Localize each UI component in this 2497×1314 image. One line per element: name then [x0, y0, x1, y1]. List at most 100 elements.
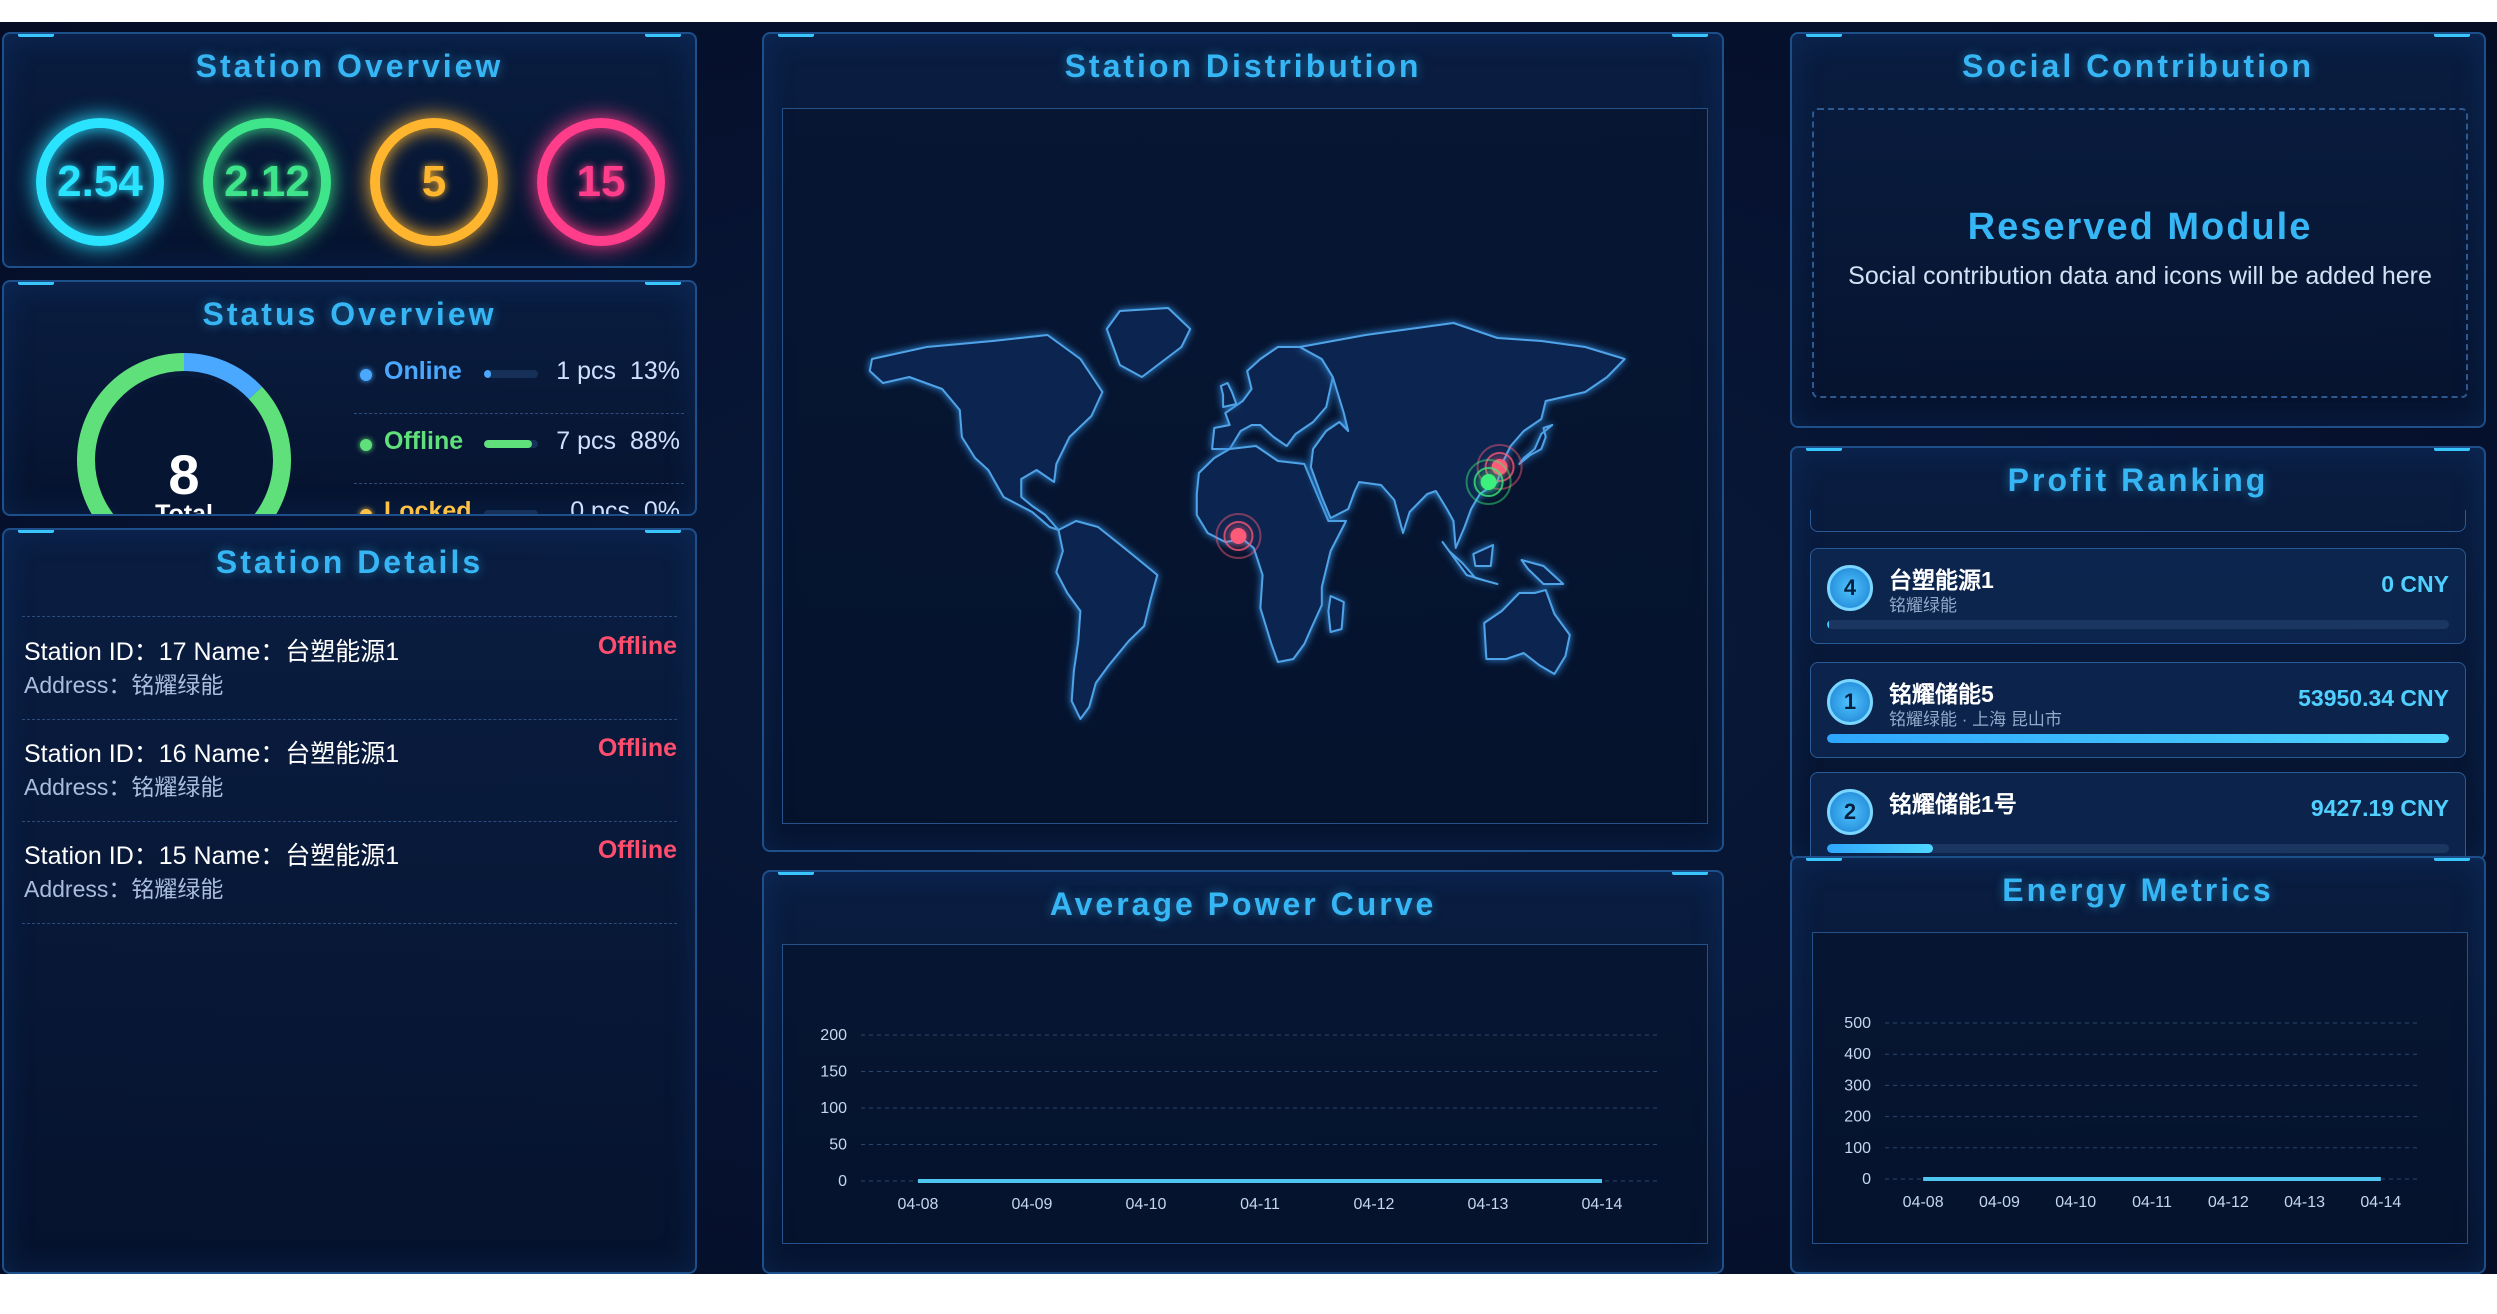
x-tick-label: 04-09: [1012, 1196, 1053, 1213]
station-marker-west-africa: [1230, 528, 1247, 544]
x-tick-label: 04-08: [898, 1196, 939, 1213]
status-overview-panel: Status Overview 8 Total Online 1 pcs 13% O…: [2, 280, 697, 516]
status-bar: [484, 440, 538, 448]
station-id-name: Station ID：16 Name：台塑能源1: [24, 740, 400, 768]
rank-profit-value: 9427.19 CNY: [2310, 795, 2449, 821]
station-id-name: Station ID：17 Name：台塑能源1: [24, 638, 400, 666]
profit-ranking-panel: Profit Ranking 4 台塑能源1 铭耀绿能 0 CNY 1 铭耀储能5 铭耀绿能…: [1790, 446, 2486, 860]
station-address: Address：铭耀绿能: [24, 876, 224, 902]
y-tick-label: 50: [829, 1137, 847, 1154]
panel-title: Station Overview: [195, 48, 504, 84]
y-tick-label: 100: [820, 1100, 847, 1117]
panel-title: Status Overview: [202, 296, 497, 332]
x-tick-label: 04-11: [1240, 1196, 1280, 1213]
status-total-label: Total: [155, 500, 213, 516]
x-tick-label: 04-12: [2208, 1194, 2249, 1211]
status-bar: [484, 510, 538, 514]
status-row-offline[interactable]: Offline 7 pcs 88%: [354, 424, 684, 484]
panel-title: Social Contribution: [1961, 48, 2315, 84]
rank-station-sub: 铭耀绿能: [1889, 596, 1957, 615]
ranking-card[interactable]: 4 台塑能源1 铭耀绿能 0 CNY: [1810, 548, 2466, 644]
energy-chart-frame: 500 400 300 200 100 0 04-08 04-09 04-10 04-11 04-1…: [1812, 932, 2468, 1244]
rank-station-name: 台塑能源1: [1889, 567, 1994, 593]
marker-ripple: [1484, 452, 1515, 482]
metric-ring-1: 2.12: [203, 118, 331, 246]
ranking-card[interactable]: 2 铭耀储能1号 9427.19 CNY: [1810, 772, 2466, 858]
station-status-badge: Offline: [597, 836, 677, 864]
station-address: Address：铭耀绿能: [24, 774, 224, 800]
panel-title: Average Power Curve: [1049, 886, 1437, 922]
energy-metrics-chart: 500 400 300 200 100 0 04-08 04-09 04-10 04-11 04-1…: [1844, 1015, 2419, 1211]
status-dot: [360, 439, 372, 451]
rank-progress-bar: [1827, 620, 2449, 629]
station-detail-row[interactable]: Station ID：17 Name：台塑能源1 Address：铭耀绿能 Offl…: [22, 618, 677, 720]
landmass: [1055, 520, 1159, 720]
power-chart-frame: 200 150 100 50 0 04-08 04-09 04-10 04-11 04-12 04-…: [782, 944, 1708, 1244]
y-tick-label: 150: [820, 1064, 847, 1081]
rank-station-name: 铭耀储能5: [1889, 681, 1994, 707]
status-value: 1 pcs 13%: [556, 357, 680, 385]
status-bar: [484, 370, 538, 378]
status-name: Offline: [384, 427, 464, 455]
station-status-badge: Offline: [597, 632, 677, 660]
rank-profit-value: 0 CNY: [2381, 571, 2449, 597]
y-tick-label: 500: [1844, 1015, 1871, 1032]
energy-metrics-panel: Energy Metrics 500 400 300 200 100 0 04-08 04-0…: [1790, 856, 2486, 1274]
status-donut: [77, 353, 291, 514]
reserved-module-box: Reserved Module Social contribution data…: [1812, 108, 2468, 398]
metric-ring-0: 2.54: [36, 118, 164, 246]
panel-title: Profit Ranking: [2007, 462, 2269, 498]
station-marker-east-china-south: [1480, 474, 1497, 490]
reserved-module-title: Reserved Module: [1967, 206, 2313, 248]
rank-profit-value: 53950.34 CNY: [2298, 685, 2449, 711]
y-tick-label: 200: [820, 1027, 847, 1044]
landmass: [1520, 559, 1565, 585]
y-tick-label: 200: [1844, 1109, 1871, 1126]
landmass: [1219, 382, 1238, 408]
station-overview-panel: Station Overview 2.54ChargeMWh2.12Discha…: [2, 32, 697, 268]
x-tick-label: 04-08: [1903, 1194, 1944, 1211]
x-tick-label: 04-13: [2284, 1194, 2325, 1211]
marker-ripple: [1223, 521, 1254, 551]
rank-badge: 4: [1827, 565, 1873, 611]
status-dot: [360, 369, 372, 381]
world-map[interactable]: [783, 109, 1709, 825]
marker-ripple: [1215, 513, 1262, 559]
y-tick-label: 0: [838, 1173, 847, 1190]
status-name: Locked: [384, 497, 472, 516]
y-tick-label: 0: [1862, 1171, 1871, 1188]
metric-ring-2: 5: [370, 118, 498, 246]
x-tick-label: 04-10: [2055, 1194, 2096, 1211]
average-power-curve-panel: Average Power Curve 200 150 100 50 0 04-08 04-…: [762, 870, 1724, 1274]
rank-station-sub: 铭耀绿能 · 上海 昆山市: [1889, 710, 2062, 729]
landmass: [1441, 541, 1499, 585]
rank-station-name: 铭耀储能1号: [1889, 791, 2017, 817]
x-tick-label: 04-14: [2360, 1194, 2401, 1211]
x-tick-label: 04-12: [1354, 1196, 1395, 1213]
station-status-badge: Offline: [597, 734, 677, 762]
social-contribution-panel: Social Contribution Reserved Module Soci…: [1790, 32, 2486, 428]
landmass: [1298, 322, 1626, 549]
panel-title: Energy Metrics: [2002, 872, 2274, 908]
station-address: Address：铭耀绿能: [24, 672, 224, 698]
station-id-name: Station ID：15 Name：台塑能源1: [24, 842, 400, 870]
panel-title: Station Details: [215, 544, 484, 580]
status-row-online[interactable]: Online 1 pcs 13%: [354, 354, 684, 414]
landmass: [1327, 595, 1345, 633]
station-detail-row[interactable]: Station ID：15 Name：台塑能源1 Address：铭耀绿能 Offl…: [22, 822, 677, 924]
x-tick-label: 04-11: [2132, 1194, 2172, 1211]
landmass: [1472, 544, 1494, 567]
rank-badge: 1: [1827, 679, 1873, 725]
x-tick-label: 04-13: [1468, 1196, 1509, 1213]
donut-segment-online: [77, 353, 291, 514]
ranking-card[interactable]: 1 铭耀储能5 铭耀绿能 · 上海 昆山市 53950.34 CNY: [1810, 662, 2466, 758]
status-row-locked[interactable]: Locked 0 pcs 0%: [354, 494, 684, 516]
station-details-panel: Station Details Station ID：17 Name：台塑能源1…: [2, 528, 697, 1274]
panel-title: Station Distribution: [1064, 48, 1422, 84]
station-detail-row[interactable]: Station ID：16 Name：台塑能源1 Address：铭耀绿能 Offl…: [22, 720, 677, 822]
y-tick-label: 300: [1844, 1077, 1871, 1094]
status-dot: [360, 509, 372, 514]
metric-ring-3: 15: [537, 118, 665, 246]
reserved-module-text: Social contribution data and icons will …: [1848, 262, 2432, 290]
x-tick-label: 04-14: [1582, 1196, 1623, 1213]
